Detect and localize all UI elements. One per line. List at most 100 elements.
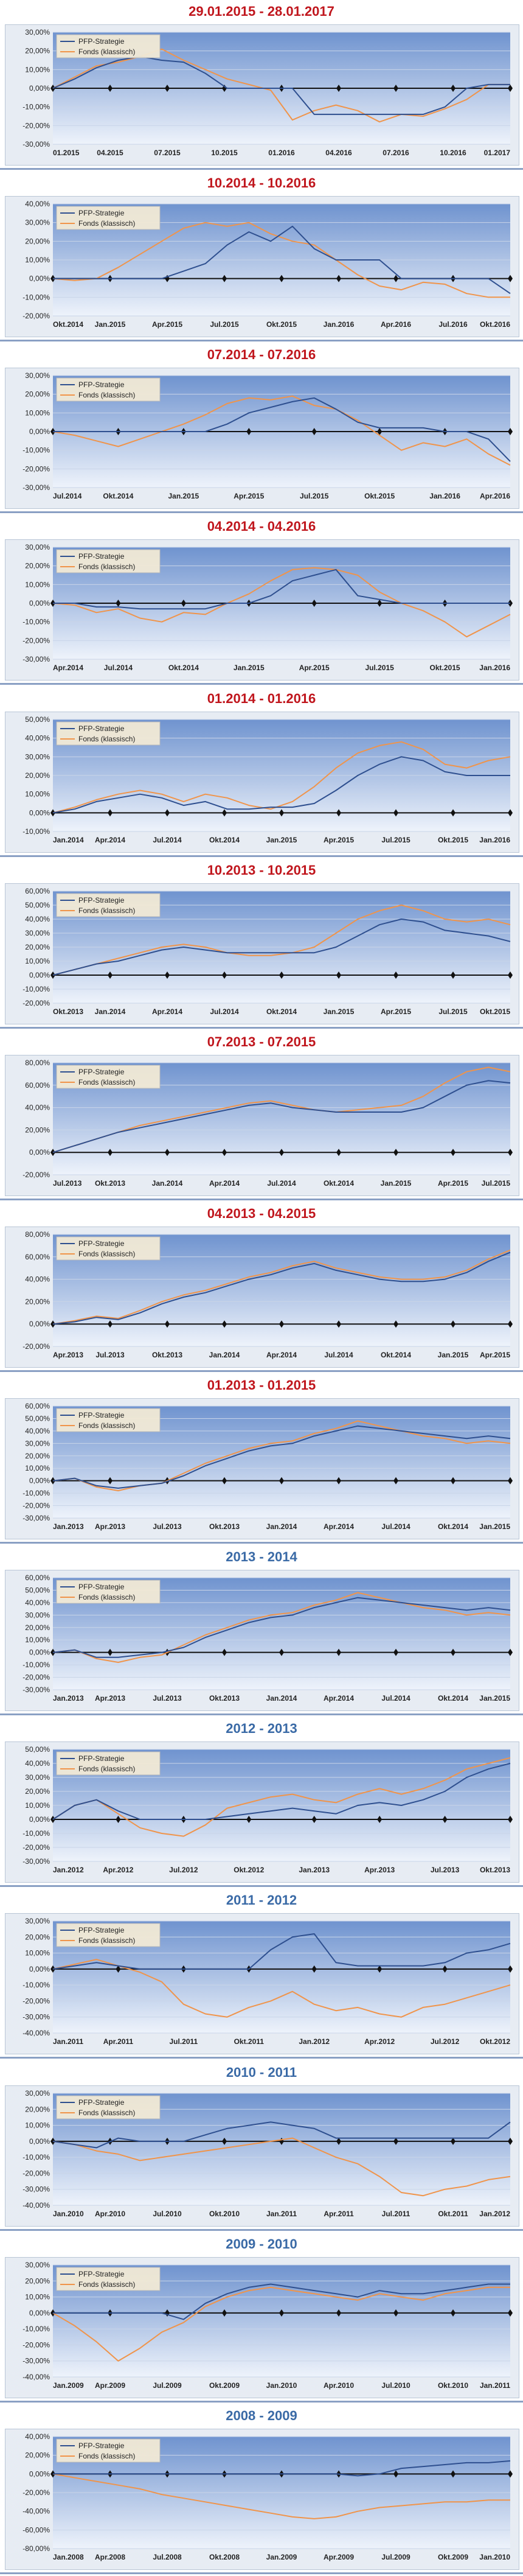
panel-separator: [0, 340, 523, 341]
y-tick-label: -20,00%: [23, 312, 50, 320]
zero-line-marker: [165, 1320, 170, 1328]
series-line-pfp-strategie: [52, 1763, 511, 1820]
y-tick-label: -40,00%: [23, 2201, 50, 2210]
series-line-pfp-strategie: [52, 1597, 511, 1658]
zero-line-marker: [451, 971, 455, 979]
chart-frame: 40,00% 30,00% 20,00% 10,00% 0,00% -10,00% -20,…: [5, 196, 519, 337]
y-tick-label: 10,00%: [25, 2293, 50, 2301]
x-tick-label: Apr.2013: [53, 1351, 83, 1359]
x-tick-label: Jan.2015: [266, 836, 297, 844]
zero-line-marker: [393, 85, 398, 92]
legend-label: PFP-Strategie: [78, 1583, 125, 1591]
y-tick-label: 60,00%: [25, 887, 50, 895]
x-tick-label: Apr.2011: [324, 2210, 354, 2218]
legend-label: PFP-Strategie: [78, 2270, 125, 2278]
y-tick-label: 20,00%: [25, 47, 50, 55]
series-line-fonds-klassisch: [52, 567, 511, 638]
chart-frame: 30,00% 20,00% 10,00% 0,00% -10,00% -20,00% -30…: [5, 2257, 519, 2398]
line-chart: 40,00% 20,00% 0,00% -20,00% -40,00% -60,00% -8…: [23, 2432, 513, 2561]
chart-panel: 01.2013 - 01.2015 60,00% 50,00% 40,00% 30,00…: [0, 1374, 523, 1545]
x-tick-label: Jan.2010: [266, 2381, 297, 2390]
x-tick-label: Jan.2012: [299, 2037, 330, 2046]
chart-title: 2008 - 2009: [226, 2408, 297, 2423]
x-tick-label: Apr.2014: [152, 1007, 182, 1016]
y-tick-label: -20,00%: [23, 1171, 50, 1179]
x-tick-label: Apr.2012: [103, 1866, 133, 1874]
line-chart: 30,00% 20,00% 10,00% 0,00% -10,00% -20,00% -30…: [23, 28, 513, 157]
chart-frame: 30,00% 20,00% 10,00% 0,00% -10,00% -20,00% -30…: [5, 539, 519, 681]
zero-line-marker: [508, 1149, 513, 1157]
x-tick-label: Jan.2015: [95, 320, 126, 329]
y-tick-label: 10,00%: [25, 580, 50, 589]
legend-label: PFP-Strategie: [78, 552, 125, 561]
chart-panel: 2013 - 2014 60,00% 50,00% 40,00% 30,00% 20,00…: [0, 1545, 523, 1717]
x-tick-label: Apr.2008: [95, 2553, 125, 2561]
zero-line-marker: [508, 1320, 513, 1328]
x-tick-label: Jul.2014: [153, 836, 182, 844]
zero-line-marker: [222, 809, 227, 817]
y-tick-label: 20,00%: [25, 2451, 50, 2460]
legend-label: Fonds (klassisch): [78, 47, 135, 56]
zero-line-marker: [393, 971, 398, 979]
y-tick-label: -20,00%: [23, 2340, 50, 2349]
series-line-fonds-klassisch: [52, 1066, 511, 1153]
x-tick-label: Jul.2011: [169, 2037, 198, 2046]
panel-separator: [0, 1713, 523, 1715]
chart-panel: 2008 - 2009 40,00% 20,00% 0,00% -20,00% -40,0…: [0, 2404, 523, 2576]
y-tick-label: 30,00%: [25, 1917, 50, 1925]
zero-line-marker: [451, 1320, 455, 1328]
legend-label: Fonds (klassisch): [78, 391, 135, 399]
y-tick-label: -10,00%: [23, 827, 50, 836]
legend-label: Fonds (klassisch): [78, 735, 135, 743]
line-chart: 80,00%60,00%40,00%20,00%0,00%-20,00%Apr.…: [23, 1230, 513, 1359]
chart-frame: 50,00% 40,00% 30,00% 20,00% 10,00% 0,00% -10,0…: [5, 1741, 519, 1883]
y-tick-label: -30,00%: [23, 483, 50, 492]
zero-line-marker: [508, 428, 513, 435]
series-line-pfp-strategie: [52, 1425, 511, 1489]
legend-label: PFP-Strategie: [78, 1411, 125, 1419]
x-tick-label: Apr.2015: [234, 492, 264, 500]
y-tick-label: -10,00%: [23, 1661, 50, 1669]
legend-box: [56, 1751, 161, 1776]
y-tick-label: 0,00%: [29, 971, 50, 979]
y-tick-label: 60,00%: [25, 1573, 50, 1582]
legend-box: [56, 1923, 161, 1947]
x-tick-label: Jul.2014: [267, 1179, 296, 1188]
legend-label: PFP-Strategie: [78, 1068, 125, 1076]
zero-line-marker: [393, 1477, 398, 1485]
x-tick-label: Apr.2010: [324, 2381, 354, 2390]
zero-line-marker: [336, 275, 341, 282]
series-line-pfp-strategie: [52, 919, 511, 976]
legend-label: Fonds (klassisch): [78, 1078, 135, 1087]
legend-label: Fonds (klassisch): [78, 2280, 135, 2289]
y-tick-label: -20,00%: [23, 2169, 50, 2177]
zero-line-marker: [377, 1816, 383, 1823]
legend-label: Fonds (klassisch): [78, 1936, 135, 1945]
y-tick-label: 20,00%: [25, 771, 50, 780]
x-tick-label: Jan.2011: [53, 2037, 83, 2046]
legend-box: [56, 2438, 161, 2463]
legend-label: PFP-Strategie: [78, 2098, 125, 2107]
zero-line-marker: [311, 428, 317, 435]
y-tick-label: 10,00%: [25, 1801, 50, 1810]
y-tick-label: 50,00%: [25, 1414, 50, 1423]
zero-line-marker: [451, 1477, 455, 1485]
x-tick-label: Apr.2015: [299, 663, 330, 672]
x-tick-label: Apr.2015: [438, 1179, 468, 1188]
zero-line-marker: [508, 275, 513, 282]
y-tick-label: -40,00%: [23, 2373, 50, 2381]
zero-line-marker: [222, 971, 227, 979]
series-line-fonds-klassisch: [52, 222, 510, 298]
series-line-pfp-strategie: [52, 55, 510, 115]
x-tick-label: Okt.2013: [209, 1694, 240, 1703]
x-tick-label: Okt.2013: [53, 1007, 83, 1016]
zero-line-marker: [442, 1965, 448, 1973]
legend-box: [56, 1580, 161, 1604]
x-tick-label: Okt.2016: [480, 320, 510, 329]
line-chart: 50,00% 40,00% 30,00% 20,00% 10,00% 0,00% -10,0…: [23, 1745, 513, 1874]
